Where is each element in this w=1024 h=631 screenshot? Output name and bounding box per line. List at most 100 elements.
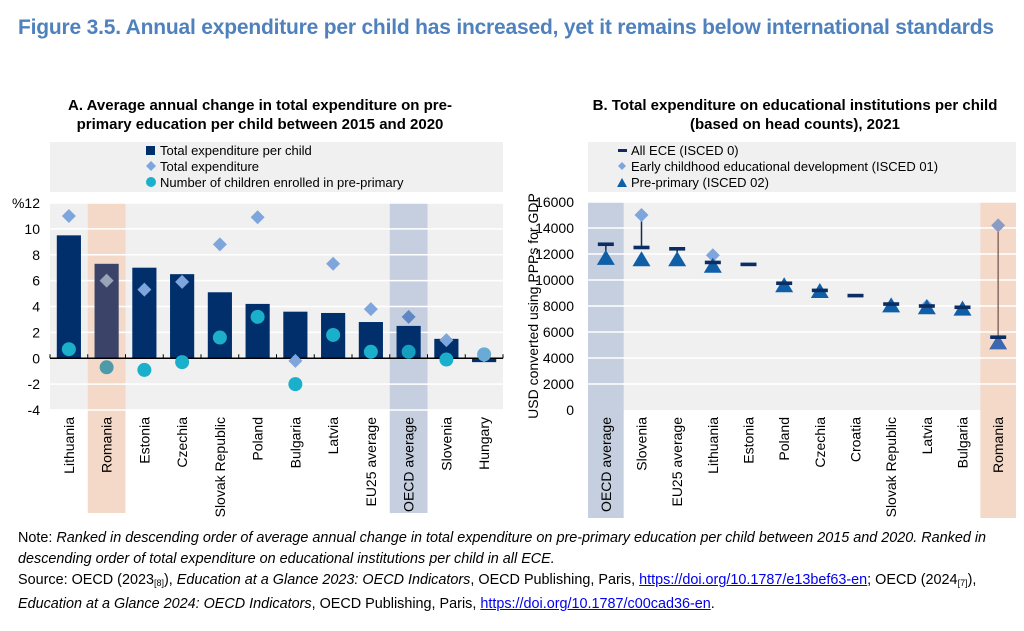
dash-marker: [954, 305, 971, 310]
dash-marker: [990, 335, 1007, 339]
source-publisher: , OECD Publishing, Paris,: [470, 572, 640, 588]
legend-label: Pre-primary (ISCED 02): [631, 175, 769, 190]
dash-marker: [883, 302, 900, 306]
x-tick-label-a: EU25 average: [363, 417, 379, 507]
note-text: Ranked in descending order of average an…: [18, 530, 987, 567]
source-link-2023[interactable]: https://doi.org/10.1787/e13bef63-en: [639, 572, 868, 588]
diamond-marker: [212, 237, 227, 252]
y-tick-label-b: 0: [566, 402, 574, 418]
dash-marker: [918, 304, 935, 308]
legend-item-dash: All ECE (ISCED 0): [616, 143, 938, 159]
y-axis-label-b: USD converted using PPPs for GDP: [525, 193, 541, 419]
diamond-marker: [137, 282, 152, 297]
dash-marker: [776, 281, 793, 286]
y-tick-label-a: 10: [24, 221, 40, 237]
figure-title: Figure 3.5. Annual expenditure per child…: [18, 16, 994, 39]
x-tick-label-b: Slovak Republic: [883, 417, 899, 517]
dash-marker: [811, 288, 828, 293]
diamond-marker: [61, 208, 76, 223]
circle-marker: [326, 327, 341, 342]
y-tick-label-b: 2000: [543, 376, 574, 392]
x-tick-label-a: Romania: [99, 417, 115, 473]
circle-marker: [439, 352, 454, 367]
diamond-marker: [991, 218, 1006, 233]
source-text: ; OECD (2024: [867, 572, 958, 588]
y-tick-label-b: 14000: [535, 220, 574, 236]
legend-label: Number of children enrolled in pre-prima…: [160, 175, 404, 190]
y-tick-label-a: 6: [32, 273, 40, 289]
x-tick-label-b: EU25 average: [669, 417, 685, 507]
x-tick-label-b: Lithuania: [705, 417, 721, 474]
x-tick-label-b: Slovenia: [634, 417, 650, 471]
y-tick-label-a: 4: [32, 299, 40, 315]
x-tick-label-a: Poland: [250, 417, 266, 461]
legend-item-diamond: Total expenditure: [145, 159, 404, 175]
diamond-icon: [616, 159, 628, 175]
circle-marker: [250, 309, 265, 324]
panel-b-legend: All ECE (ISCED 0) Early childhood educat…: [588, 142, 1016, 192]
circle-marker: [363, 344, 378, 359]
source-text: ),: [164, 572, 177, 588]
dash-marker: [740, 262, 757, 267]
diamond-icon: [145, 159, 157, 175]
x-tick-label-b: Romania: [990, 417, 1006, 473]
source-link-2024[interactable]: https://doi.org/10.1787/c00cad36-en: [480, 596, 711, 612]
y-tick-label-a: 2: [32, 324, 40, 340]
legend-item-diamond: Early childhood educational development …: [616, 159, 938, 175]
y-tick-label-b: 6000: [543, 324, 574, 340]
x-tick-label-a: Slovak Republic: [212, 417, 228, 517]
source-text: .: [710, 596, 715, 612]
source-label: Source: OECD (2023: [18, 572, 154, 588]
diamond-marker: [439, 333, 454, 348]
diamond-marker: [175, 274, 190, 289]
x-tick-label-a: Bulgaria: [287, 417, 303, 469]
x-tick-label-b: Estonia: [741, 417, 757, 464]
diamond-marker: [634, 208, 649, 222]
x-tick-label-b: Croatia: [848, 417, 864, 462]
bar-estonia: [132, 267, 157, 359]
circle-marker: [61, 342, 76, 357]
y-tick-label-a: -4: [28, 402, 41, 418]
x-tick-label-b: Poland: [776, 417, 792, 461]
triangle-marker: [703, 257, 722, 273]
circle-marker: [288, 377, 303, 392]
y-tick-label-b: 8000: [543, 298, 574, 314]
diamond-marker: [705, 248, 720, 263]
source-ref: [7]: [957, 578, 968, 588]
circle-marker: [401, 344, 416, 359]
diamond-marker: [363, 302, 378, 317]
x-tick-label-b: Bulgaria: [955, 417, 971, 469]
panel-a-legend: Total expenditure per child Total expend…: [50, 142, 503, 192]
source-text: ),: [967, 572, 977, 588]
circle-marker: [99, 360, 114, 375]
bar-bulgaria: [283, 311, 308, 359]
x-tick-label-a: Estonia: [136, 417, 152, 464]
x-tick-label-b: OECD average: [598, 417, 614, 512]
figure-note: Note: Ranked in descending order of aver…: [18, 528, 1018, 615]
circle-marker: [137, 362, 152, 377]
circle-marker: [175, 355, 190, 370]
y-tick-label-b: 16000: [535, 194, 574, 210]
note-label: Note:: [18, 530, 57, 546]
x-tick-label-a: Latvia: [325, 417, 341, 455]
x-tick-label-a: Czechia: [174, 417, 190, 468]
dash-marker: [633, 245, 650, 250]
dash-marker: [704, 260, 721, 265]
y-tick-label-a: %12: [12, 195, 40, 211]
y-tick-label-a: -2: [28, 376, 41, 392]
panel-a-title: A. Average annual change in total expend…: [68, 97, 452, 133]
bar-slovenia: [434, 338, 459, 359]
y-tick-label-b: 12000: [535, 246, 574, 262]
legend-item-triangle: Pre-primary (ISCED 02): [616, 175, 938, 191]
x-tick-label-a: Hungary: [476, 417, 492, 470]
x-tick-label-b: Latvia: [919, 417, 935, 455]
diamond-marker: [250, 210, 265, 225]
triangle-icon: [616, 175, 628, 191]
y-tick-label-b: 10000: [535, 272, 574, 288]
panel-b-title: B. Total expenditure on educational inst…: [592, 97, 998, 133]
triangle-marker: [989, 334, 1008, 350]
source-publisher: , OECD Publishing, Paris,: [311, 596, 481, 612]
legend-label: All ECE (ISCED 0): [631, 143, 739, 158]
circle-marker: [212, 330, 227, 345]
